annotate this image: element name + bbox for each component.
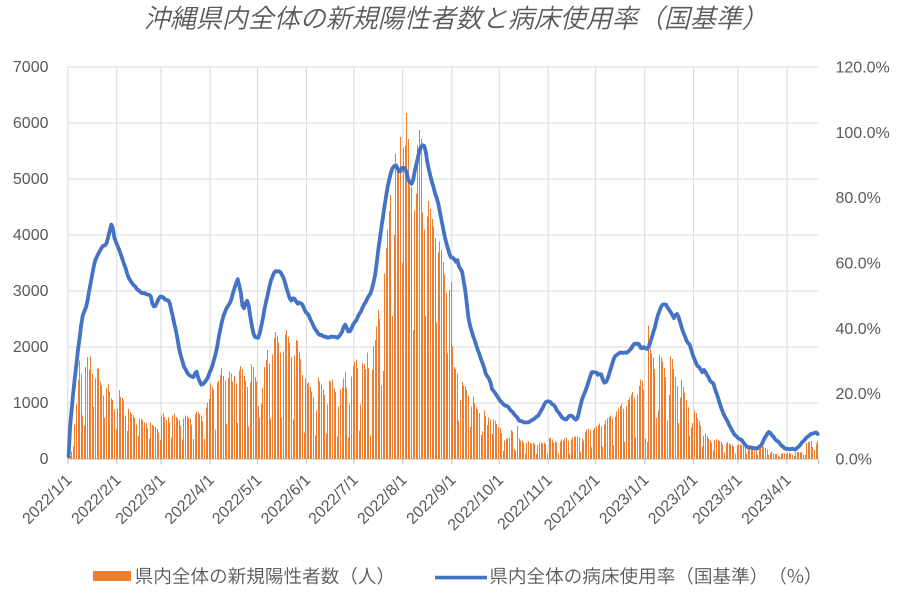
- svg-text:80.0%: 80.0%: [836, 190, 881, 207]
- svg-text:2000: 2000: [13, 339, 49, 356]
- svg-text:3000: 3000: [13, 283, 49, 300]
- svg-text:1000: 1000: [13, 395, 49, 412]
- svg-text:60.0%: 60.0%: [836, 256, 881, 273]
- svg-text:40.0%: 40.0%: [836, 321, 881, 338]
- svg-text:0: 0: [40, 451, 49, 468]
- svg-text:6000: 6000: [13, 115, 49, 132]
- svg-text:5000: 5000: [13, 171, 49, 188]
- svg-text:120.0%: 120.0%: [836, 60, 890, 77]
- svg-text:7000: 7000: [13, 59, 49, 76]
- svg-text:100.0%: 100.0%: [836, 125, 890, 142]
- svg-text:20.0%: 20.0%: [836, 386, 881, 403]
- svg-text:0.0%: 0.0%: [836, 452, 872, 469]
- svg-text:4000: 4000: [13, 227, 49, 244]
